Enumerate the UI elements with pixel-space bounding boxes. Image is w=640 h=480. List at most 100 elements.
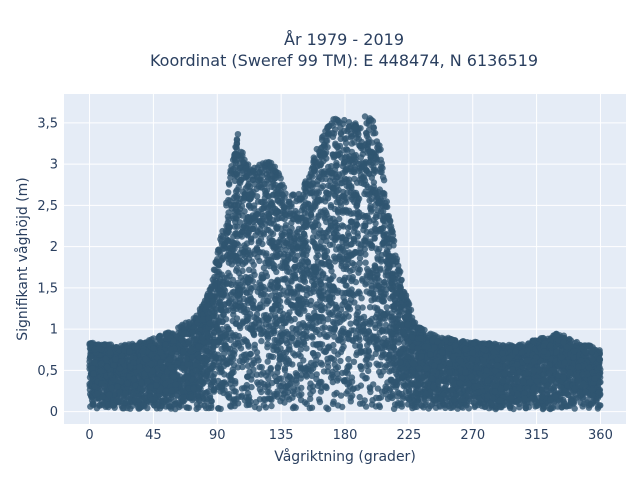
- data-point: [286, 309, 293, 316]
- data-point: [309, 234, 317, 241]
- data-point: [234, 131, 242, 138]
- data-point: [361, 190, 368, 198]
- data-point: [372, 220, 379, 227]
- data-point: [339, 120, 347, 128]
- data-point: [347, 320, 354, 327]
- data-point: [288, 192, 295, 199]
- data-point: [228, 261, 235, 268]
- data-point: [307, 211, 315, 218]
- chart-title-line-1: År 1979 - 2019: [284, 30, 404, 49]
- data-point: [326, 122, 333, 130]
- data-point: [267, 229, 275, 236]
- data-point: [225, 189, 232, 196]
- data-point: [358, 295, 365, 302]
- data-point: [382, 321, 390, 329]
- data-point: [322, 137, 330, 145]
- data-point: [260, 264, 268, 272]
- data-point: [383, 198, 390, 205]
- data-point: [427, 330, 434, 337]
- data-point: [264, 333, 272, 340]
- data-point: [368, 315, 376, 323]
- data-point: [356, 342, 363, 349]
- data-point: [313, 371, 320, 378]
- data-point: [274, 283, 281, 290]
- data-point: [356, 290, 363, 297]
- data-point: [300, 357, 307, 364]
- data-point: [235, 183, 242, 191]
- data-point: [263, 166, 270, 174]
- data-point: [347, 296, 355, 303]
- data-point: [278, 225, 285, 232]
- data-point: [253, 349, 261, 356]
- data-point: [335, 243, 343, 251]
- data-point: [359, 304, 366, 311]
- data-point: [246, 284, 253, 291]
- data-point: [258, 337, 265, 345]
- data-point: [334, 143, 341, 150]
- data-point: [362, 251, 369, 258]
- data-point: [279, 191, 286, 199]
- data-point: [349, 392, 356, 399]
- data-point: [357, 144, 365, 152]
- data-point: [380, 177, 388, 184]
- data-point: [342, 135, 350, 142]
- data-point: [253, 193, 261, 200]
- data-point: [215, 246, 222, 254]
- data-point: [271, 205, 279, 212]
- data-point: [232, 150, 240, 158]
- data-point: [322, 175, 330, 183]
- data-point: [328, 267, 335, 275]
- data-point: [370, 130, 377, 137]
- data-point: [329, 241, 336, 248]
- data-point: [356, 254, 364, 262]
- data-point: [388, 226, 395, 233]
- data-points: [86, 113, 604, 413]
- data-point: [238, 233, 246, 240]
- data-point: [376, 142, 383, 149]
- data-point: [357, 363, 364, 370]
- data-point: [362, 259, 369, 266]
- data-point: [313, 254, 320, 261]
- data-point: [345, 119, 353, 126]
- data-point: [260, 229, 267, 237]
- data-point: [383, 304, 390, 311]
- data-point: [262, 221, 269, 228]
- chart-title-line-2: Koordinat (Sweref 99 TM): E 448474, N 61…: [150, 51, 538, 70]
- data-point: [250, 168, 257, 175]
- data-point: [354, 304, 362, 311]
- data-point: [325, 129, 332, 136]
- data-point: [233, 194, 241, 201]
- data-point: [233, 137, 241, 144]
- data-point: [365, 126, 373, 134]
- data-point: [329, 151, 337, 158]
- data-point: [316, 158, 323, 166]
- data-point: [308, 333, 315, 340]
- data-point: [344, 230, 352, 237]
- data-point: [251, 341, 258, 348]
- data-point: [348, 140, 355, 147]
- data-point: [300, 230, 308, 238]
- data-point: [353, 221, 360, 228]
- data-point: [353, 134, 360, 141]
- data-point: [239, 320, 246, 327]
- data-point: [264, 174, 271, 181]
- data-point: [217, 235, 224, 243]
- data-point: [361, 113, 369, 120]
- data-point: [233, 145, 240, 153]
- data-point: [316, 398, 324, 406]
- data-point: [356, 393, 363, 401]
- data-point: [345, 123, 352, 131]
- data-point: [337, 357, 344, 365]
- data-point: [340, 247, 347, 254]
- data-point: [330, 130, 338, 137]
- data-point: [310, 157, 317, 165]
- data-point: [277, 175, 284, 182]
- data-point: [384, 203, 391, 211]
- data-point: [93, 405, 101, 412]
- data-point: [390, 242, 397, 249]
- data-point: [231, 223, 239, 230]
- data-point: [239, 149, 246, 156]
- data-point: [343, 146, 350, 153]
- data-point: [365, 117, 373, 124]
